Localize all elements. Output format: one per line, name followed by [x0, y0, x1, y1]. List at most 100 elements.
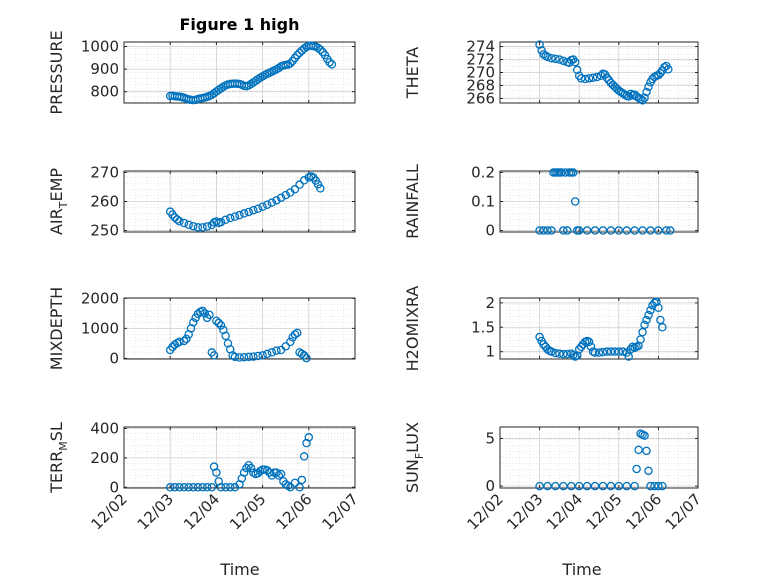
y-tick-label: 900 — [90, 60, 119, 78]
y-axis-label: H2OMIXRA — [403, 286, 422, 372]
data-point — [586, 342, 596, 352]
data-point — [184, 220, 193, 229]
data-point — [555, 349, 564, 358]
data-point — [660, 63, 669, 72]
subplot-5: 0 1000 2000 MIXDEPTH — [47, 287, 356, 370]
data-point — [656, 68, 665, 78]
data-point — [572, 65, 582, 75]
data-point — [644, 310, 653, 320]
data-point — [299, 351, 309, 360]
y-tick-label: 1000 — [81, 38, 119, 56]
data-point — [582, 226, 592, 235]
data-point — [230, 352, 240, 362]
data-point — [175, 337, 184, 347]
data-point — [614, 481, 624, 491]
data-point — [614, 226, 624, 235]
data-point — [297, 475, 307, 485]
data-point — [650, 72, 659, 82]
data-point — [636, 94, 645, 104]
data-point — [292, 50, 302, 60]
subplot-3: 250 260 270 AIRTEMP — [47, 163, 356, 240]
y-tick-label: 268 — [466, 76, 495, 94]
data-point — [175, 483, 184, 492]
data-point — [216, 483, 226, 492]
data-point — [547, 53, 556, 63]
data-point — [313, 43, 323, 53]
axes-box — [123, 41, 356, 104]
y-tick-label: 1.5 — [471, 318, 495, 336]
data-point — [202, 483, 212, 492]
data-point — [559, 481, 568, 491]
data-point — [596, 71, 606, 80]
axes-box — [499, 426, 699, 489]
figure-title: Figure 1 high — [180, 15, 300, 34]
data-point — [547, 226, 556, 235]
data-point — [584, 74, 594, 83]
data-point — [664, 65, 673, 74]
y-tick-label: 1000 — [81, 319, 119, 337]
data-point — [646, 305, 655, 315]
data-point — [267, 348, 277, 357]
subplot-6: 1 1.5 2 H2OMIXRA — [403, 286, 699, 372]
data-point — [184, 483, 193, 492]
data-point — [606, 226, 616, 235]
data-point — [582, 481, 592, 491]
data-point — [644, 82, 653, 92]
y-tick-label: 260 — [90, 193, 119, 211]
y-tick-label: 400 — [90, 419, 119, 437]
y-axis-label: TERRMSL — [47, 422, 70, 494]
data-point — [276, 469, 286, 479]
data-point — [551, 348, 560, 358]
y-tick-label: 0 — [109, 478, 119, 496]
data-point — [316, 184, 325, 193]
data-point — [543, 481, 552, 491]
data-point — [646, 481, 655, 491]
data-point — [535, 226, 544, 235]
data-point — [200, 309, 210, 318]
data-point — [590, 226, 600, 235]
data-point — [214, 318, 223, 328]
subplot-1: 800 900 1000 PRESSURE — [47, 30, 356, 115]
data-point — [642, 87, 651, 97]
y-axis-label: PRESSURE — [47, 30, 66, 114]
y-tick-label: 270 — [466, 64, 495, 82]
y-tick-label: 266 — [466, 89, 495, 107]
data-point — [253, 204, 263, 214]
y-tick-label: 0.1 — [471, 193, 495, 211]
data-point — [202, 222, 212, 231]
data-point — [622, 226, 631, 235]
data-point — [292, 328, 302, 338]
data-point — [239, 352, 249, 362]
data-point — [559, 349, 568, 359]
data-point — [212, 316, 221, 326]
data-point — [610, 347, 620, 356]
data-point — [640, 320, 649, 330]
y-axis-label: AIRTEMP — [47, 168, 70, 235]
data-point — [193, 483, 203, 492]
data-point — [567, 481, 576, 491]
data-point — [221, 215, 230, 225]
data-point — [618, 347, 628, 356]
data-point — [189, 483, 198, 492]
data-point — [559, 226, 568, 235]
y-tick-label: 800 — [90, 83, 119, 101]
data-point — [563, 349, 572, 359]
y-tick-label: 200 — [90, 449, 119, 467]
data-point — [316, 45, 325, 54]
x-axis-label-right: Time — [561, 560, 601, 579]
data-point — [175, 217, 184, 226]
data-point — [640, 93, 649, 103]
data-point — [281, 190, 290, 200]
data-point — [642, 315, 651, 325]
data-point — [179, 336, 189, 346]
data-point — [198, 306, 207, 316]
data-point — [216, 321, 226, 330]
data-point — [299, 44, 309, 53]
data-point — [212, 468, 221, 477]
data-point — [580, 74, 590, 84]
data-point — [606, 481, 616, 491]
data-point — [630, 226, 639, 235]
data-point — [258, 465, 267, 474]
